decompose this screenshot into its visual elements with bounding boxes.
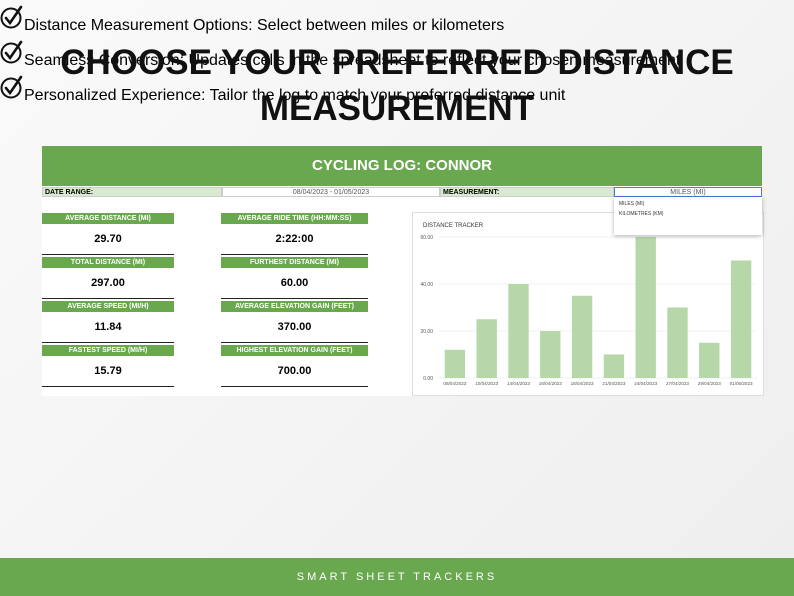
y-tick-label: 40.00 [420,282,433,288]
stat-label: FASTEST SPEED (MI/H) [42,345,174,356]
chart: DISTANCE TRACKER 0.00 20.00 40.00 60.00 08/04… [412,212,764,396]
stat-label: HIGHEST ELEVATION GAIN (FEET) [221,345,368,356]
bar [667,307,688,378]
x-tick-label: 27/04/2023 [666,381,689,386]
y-tick-label: 20.00 [420,329,433,335]
stat-value: 15.79 [42,356,174,387]
bullet-text: Distance Measurement Options: Select bet… [24,17,505,34]
dropdown-option[interactable]: MILES (MI) [619,201,645,207]
headline: CHOOSE YOUR PREFERRED DISTANCE MEASUREME… [60,43,734,128]
y-tick-label: 60.00 [420,235,433,241]
x-tick-label: 01/05/2023 [730,381,753,386]
x-tick-label: 10/04/2023 [475,381,498,386]
bar [508,284,529,378]
bullet-text: Seamless Conversion: Updates cells in th… [24,52,681,69]
bullet: Personalized Experience: Tailor the log … [0,70,794,105]
date-range: 08/04/2023 - 01/05/2023 [222,187,440,197]
stat-label: FURTHEST DISTANCE (MI) [221,257,368,268]
x-tick-label: 24/04/2023 [634,381,657,386]
stat-value: 29.70 [42,224,174,255]
stat-value: 700.00 [221,356,368,387]
date-range-label: DATE RANGE: [42,187,222,197]
stat-label: TOTAL DISTANCE (MI) [42,257,174,268]
bar [571,295,593,378]
dropdown-option[interactable]: KILOMETRES (KM) [619,211,664,217]
measurement-label: MEASUREMENT: [440,187,614,197]
bar [699,342,720,378]
stat-value: 60.00 [221,268,368,299]
sheet-title: CYCLING LOG: CONNOR [42,146,762,186]
stat-value: 2:22:00 [221,224,368,255]
bullet-text: Personalized Experience: Tailor the log … [24,87,566,104]
bar [540,331,561,378]
bar [603,354,625,378]
bar [635,237,656,378]
x-tick-label: 18/04/2023 [571,381,594,386]
dropdown: MILES (MI) KILOMETRES (KM) [614,197,762,235]
y-tick-label: 0.00 [423,376,433,382]
stat-value: 370.00 [221,312,368,343]
stat-label: AVERAGE RIDE TIME (HH:MM:SS) [221,213,368,224]
spreadsheet: CYCLING LOG: CONNOR DATE RANGE: 08/04/2023… [42,146,764,396]
x-tick-label: 16/04/2023 [539,381,562,386]
bar [444,349,466,378]
stat-label: AVERAGE SPEED (MI/H) [42,301,174,312]
footer: SMART SHEET TRACKERS [0,558,794,596]
stat-value: 11.84 [42,312,174,343]
check-icon [0,40,23,64]
bullet: Seamless Conversion: Updates cells in th… [0,35,794,70]
check-icon [0,5,23,29]
check-icon [0,75,23,99]
x-tick-label: 21/04/2023 [602,381,625,386]
bar [730,260,752,378]
bullet: Distance Measurement Options: Select bet… [0,0,794,35]
measurement-select[interactable]: MILES (MI) [614,187,762,197]
x-tick-label: 08/04/2023 [443,381,466,386]
stat-label: AVERAGE DISTANCE (MI) [42,213,174,224]
bullet-list: Distance Measurement Options: Select bet… [0,0,794,105]
stat-label: AVERAGE ELEVATION GAIN (FEET) [221,301,368,312]
chart-title: DISTANCE TRACKER [423,223,484,229]
stat-value: 297.00 [42,268,174,299]
x-tick-label: 14/04/2023 [507,381,530,386]
bar [476,319,497,378]
x-tick-label: 29/04/2023 [698,381,721,386]
